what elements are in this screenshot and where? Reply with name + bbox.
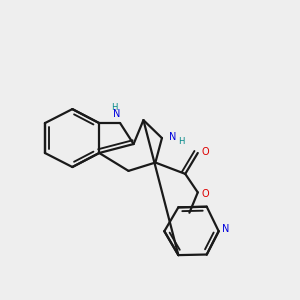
Text: H: H (112, 103, 118, 112)
Text: N: N (222, 224, 230, 234)
Text: H: H (178, 136, 185, 146)
Text: O: O (201, 147, 209, 157)
Text: N: N (169, 132, 176, 142)
Text: O: O (201, 189, 209, 199)
Text: N: N (113, 109, 121, 119)
